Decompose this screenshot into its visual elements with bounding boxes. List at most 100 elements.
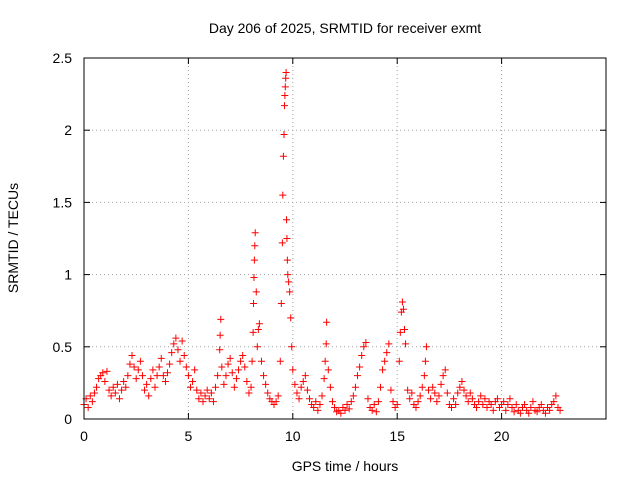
data-point (356, 363, 364, 371)
data-point (174, 346, 182, 354)
data-point (510, 408, 518, 416)
data-point (399, 305, 407, 313)
data-point (134, 366, 142, 374)
data-point (251, 229, 259, 237)
data-point (260, 372, 268, 380)
data-point (321, 357, 329, 365)
data-point (487, 401, 495, 409)
data-point (250, 273, 258, 281)
data-point (245, 389, 253, 397)
data-point (164, 369, 172, 377)
data-point (281, 83, 289, 91)
data-point (230, 383, 238, 391)
data-point (147, 375, 155, 383)
y-axis-label: SRMTID / TECUs (5, 183, 21, 293)
data-point (416, 392, 424, 400)
data-point (452, 401, 460, 409)
data-point (320, 375, 328, 383)
data-point (254, 325, 262, 333)
data-point (439, 372, 447, 380)
data-point (441, 366, 449, 374)
data-point (301, 372, 309, 380)
data-point (447, 403, 455, 411)
data-point (285, 278, 293, 286)
data-point (124, 372, 132, 380)
data-point (166, 360, 174, 368)
data-point (199, 398, 207, 406)
data-point (506, 395, 514, 403)
data-point (138, 372, 146, 380)
x-tick-label: 5 (185, 428, 193, 444)
data-point (337, 409, 345, 417)
data-point (239, 351, 247, 359)
y-tick-label: 2 (64, 122, 72, 138)
data-point (310, 403, 318, 411)
data-point (385, 340, 393, 348)
data-point (312, 398, 320, 406)
data-point (126, 360, 134, 368)
data-point (395, 357, 403, 365)
data-point (209, 398, 217, 406)
data-point (168, 349, 176, 357)
data-point (347, 398, 355, 406)
data-point (529, 398, 537, 406)
data-point (406, 395, 414, 403)
data-point (159, 372, 167, 380)
data-point (237, 357, 245, 365)
data-point (186, 383, 194, 391)
data-point (278, 239, 286, 247)
data-point (189, 377, 197, 385)
data-point (228, 369, 236, 377)
x-tick-label: 15 (389, 428, 405, 444)
plot-frame (83, 57, 607, 420)
data-point (295, 395, 303, 403)
data-point (360, 343, 368, 351)
data-point (379, 366, 387, 374)
data-point (279, 152, 287, 160)
data-point (247, 383, 255, 391)
x-axis-label: GPS time / hours (292, 458, 399, 474)
data-point (118, 386, 126, 394)
data-point (401, 325, 409, 333)
data-point (249, 328, 257, 336)
data-point (331, 403, 339, 411)
data-point (182, 363, 190, 371)
data-point (222, 372, 230, 380)
data-point (429, 383, 437, 391)
data-point (143, 380, 151, 388)
data-point (218, 363, 226, 371)
data-point (248, 357, 256, 365)
data-point (226, 354, 234, 362)
data-point (473, 403, 481, 411)
data-point (387, 386, 395, 394)
data-point (477, 392, 485, 400)
data-point (257, 357, 265, 365)
data-point (252, 288, 260, 296)
data-point (483, 403, 491, 411)
data-point (274, 392, 282, 400)
data-point (250, 299, 258, 307)
data-point (303, 386, 311, 394)
data-point (351, 383, 359, 391)
data-point (502, 406, 510, 414)
data-point (107, 392, 115, 400)
data-point (323, 318, 331, 326)
data-point (216, 331, 224, 339)
data-point (464, 398, 472, 406)
data-point (178, 337, 186, 345)
data-point (283, 256, 291, 264)
data-point (297, 383, 305, 391)
x-tick-label: 0 (80, 428, 88, 444)
data-point (220, 380, 228, 388)
data-point (250, 256, 258, 264)
data-point (412, 403, 420, 411)
data-point (462, 392, 470, 400)
data-point (90, 389, 98, 397)
data-point (212, 383, 220, 391)
data-point (552, 392, 560, 400)
data-point (277, 299, 285, 307)
data-point (172, 334, 180, 342)
data-point (283, 235, 291, 242)
data-point (251, 242, 259, 250)
